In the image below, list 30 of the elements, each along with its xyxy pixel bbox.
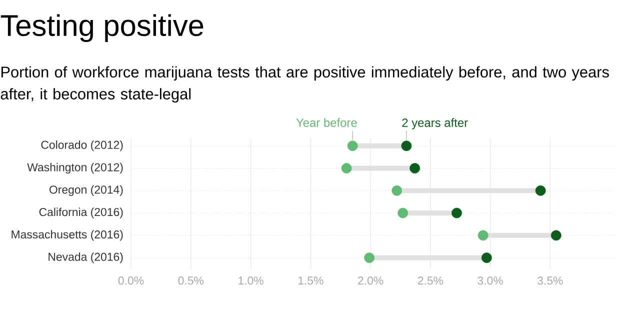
x-tick-label: 2.0% [358, 276, 384, 285]
point [452, 208, 462, 218]
chart-title: Testing positive [0, 14, 204, 42]
y-tick-label: Oregon (2014) [50, 185, 123, 196]
point [347, 140, 358, 152]
chart-subtitle: Portion of workforce marijuana tests that are positive immediately before, and two years after, it becomes state-legal [0, 66, 609, 103]
point [550, 230, 562, 241]
point [478, 230, 488, 241]
point [392, 185, 402, 196]
series-label: 2 years after [402, 118, 468, 130]
y-tick-label: Nevada (2016) [48, 252, 123, 264]
point [481, 252, 492, 264]
x-tick-label: 3.0% [478, 276, 503, 285]
series-label: Year before [296, 118, 357, 127]
y-tick-label: Washington (2012) [27, 162, 123, 174]
x-tick-label: 2.5% [418, 276, 444, 285]
x-tick-label: 0.0% [118, 276, 144, 285]
x-tick-label: 3.5% [538, 276, 563, 285]
point [535, 185, 546, 196]
y-tick-label: Colorado (2012) [41, 140, 123, 152]
x-tick-label: 1.0% [238, 276, 264, 285]
point [398, 208, 408, 218]
point [341, 163, 352, 174]
y-tick-label: Massachusetts (2016) [12, 230, 123, 241]
point [401, 140, 412, 152]
x-tick-label: 1.5% [298, 276, 324, 285]
point [410, 163, 420, 174]
y-tick-label: California (2016) [39, 208, 123, 218]
point [364, 252, 375, 264]
x-tick-label: 0.5% [178, 276, 204, 285]
